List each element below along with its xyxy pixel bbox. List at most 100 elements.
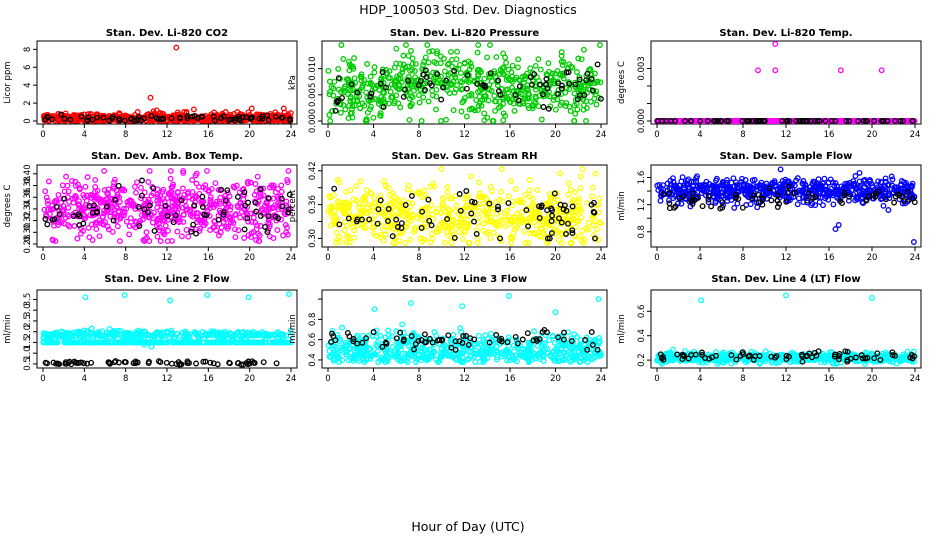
data-point bbox=[543, 81, 550, 88]
data-point bbox=[426, 73, 433, 80]
data-point bbox=[367, 73, 374, 80]
y-axis-label: degrees C bbox=[617, 61, 627, 104]
data-point bbox=[157, 238, 164, 245]
x-tick-label: 4 bbox=[82, 130, 87, 140]
data-point bbox=[563, 100, 570, 106]
data-point bbox=[45, 178, 52, 185]
data-point bbox=[468, 63, 475, 70]
data-point bbox=[402, 239, 409, 246]
data-point bbox=[407, 67, 414, 74]
data-point bbox=[456, 191, 463, 197]
data-point bbox=[151, 227, 158, 234]
data-point bbox=[167, 167, 174, 174]
data-point bbox=[498, 188, 505, 195]
data-point bbox=[354, 98, 361, 105]
data-point bbox=[65, 204, 72, 211]
data-point bbox=[444, 87, 451, 94]
data-point bbox=[340, 102, 347, 109]
data-point bbox=[772, 67, 779, 74]
x-tick-label: 20 bbox=[244, 253, 255, 263]
data-point bbox=[596, 42, 603, 48]
data-point bbox=[574, 106, 581, 113]
series-all bbox=[325, 42, 604, 124]
data-point bbox=[584, 70, 591, 77]
data-point bbox=[583, 105, 590, 111]
x-tick-label: 24 bbox=[596, 130, 607, 140]
x-tick-label: 12 bbox=[459, 130, 470, 140]
data-point bbox=[78, 113, 85, 120]
data-point bbox=[346, 67, 353, 74]
data-point bbox=[114, 223, 121, 230]
data-point bbox=[408, 47, 414, 54]
data-point bbox=[189, 177, 196, 184]
data-point bbox=[557, 70, 564, 77]
x-tick-label: 0 bbox=[325, 253, 330, 263]
data-point bbox=[535, 103, 542, 110]
data-point bbox=[369, 87, 376, 94]
data-point bbox=[357, 105, 364, 112]
data-point bbox=[158, 116, 165, 123]
data-point bbox=[433, 106, 439, 113]
data-point bbox=[74, 117, 81, 124]
data-point bbox=[331, 78, 338, 85]
data-point bbox=[420, 94, 427, 101]
data-point bbox=[448, 239, 455, 246]
data-point bbox=[399, 69, 406, 76]
data-point bbox=[837, 67, 844, 74]
data-point bbox=[204, 292, 211, 299]
data-point bbox=[264, 112, 271, 119]
plot-frame bbox=[650, 40, 922, 125]
data-point bbox=[589, 184, 596, 191]
data-point bbox=[463, 85, 470, 92]
x-tick-label: 12 bbox=[781, 253, 792, 263]
data-point bbox=[525, 105, 532, 112]
series-all bbox=[40, 44, 294, 124]
data-point bbox=[147, 94, 154, 101]
data-point bbox=[505, 75, 512, 82]
data-point bbox=[441, 239, 448, 246]
y-tick-label: 0.8 bbox=[637, 225, 647, 239]
data-point bbox=[509, 62, 516, 69]
data-point bbox=[526, 187, 533, 194]
data-point bbox=[391, 78, 398, 85]
x-tick-label: 20 bbox=[867, 130, 878, 140]
data-point bbox=[387, 88, 394, 95]
y-tick-label: 4 bbox=[23, 82, 33, 87]
y-axis-label: ml/min bbox=[3, 314, 13, 344]
data-point bbox=[379, 66, 386, 73]
y-axis-label: ml/min bbox=[617, 191, 627, 221]
data-point bbox=[555, 90, 562, 97]
data-point bbox=[768, 197, 775, 204]
data-point bbox=[248, 105, 255, 112]
data-point bbox=[500, 50, 507, 57]
data-point bbox=[503, 59, 510, 66]
data-point bbox=[64, 115, 71, 122]
data-point bbox=[567, 186, 574, 193]
data-point bbox=[448, 48, 454, 55]
data-point bbox=[247, 115, 254, 122]
data-point bbox=[416, 99, 423, 106]
data-point bbox=[380, 104, 387, 110]
data-point bbox=[821, 175, 828, 182]
data-point bbox=[345, 115, 352, 122]
data-point bbox=[204, 167, 210, 174]
x-tick-label: 4 bbox=[371, 253, 376, 263]
data-point bbox=[550, 97, 557, 103]
data-point bbox=[543, 75, 550, 82]
y-tick-label: 0.000 bbox=[637, 109, 647, 133]
x-tick-label: 24 bbox=[910, 253, 921, 263]
y-axis-label: kPa bbox=[288, 75, 298, 90]
data-point bbox=[198, 113, 205, 120]
x-tick-label: 12 bbox=[162, 253, 173, 263]
data-point bbox=[375, 97, 382, 104]
data-point bbox=[434, 48, 441, 55]
data-point bbox=[237, 117, 244, 124]
data-point bbox=[325, 67, 332, 74]
data-point bbox=[583, 77, 590, 84]
data-point bbox=[380, 79, 387, 86]
data-point bbox=[379, 89, 386, 96]
data-point bbox=[469, 106, 476, 112]
data-point bbox=[173, 44, 180, 51]
data-point bbox=[226, 116, 233, 123]
data-point bbox=[82, 294, 89, 301]
